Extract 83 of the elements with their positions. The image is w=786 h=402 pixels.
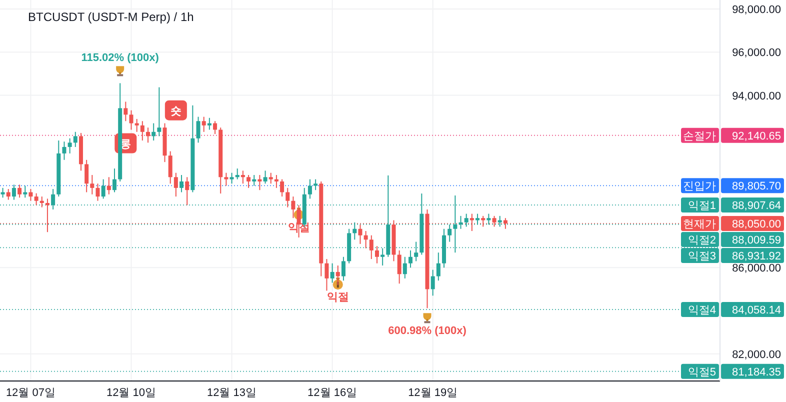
y-tick-label: 98,000.00 [732,4,781,16]
candlestick [230,172,234,184]
candlestick [185,176,190,206]
text: 익절5 81,184.35 [688,366,781,378]
candlestick [152,122,156,142]
candlestick [286,187,290,208]
candlestick [274,174,278,188]
candlestick [213,120,218,135]
candlestick [202,116,206,132]
candlestick [134,118,139,132]
candlestick [252,174,256,186]
text: 익절2 88,009.59 [688,234,781,246]
candlestick [330,262,334,284]
candlestick [28,188,33,202]
candlestick [73,131,78,148]
candlestick [246,174,251,188]
candlestick [314,178,318,191]
x-tick-label: 12월 10일 [106,387,156,399]
candlestick [268,172,273,184]
candlestick [207,117,212,130]
candlestick [174,172,178,198]
text: BTCUSDT (USDT-M Perp) / 1h [28,10,194,24]
candlestick [106,176,111,195]
candlestick [23,185,28,198]
candlestick [40,196,44,208]
candlestick [352,222,357,240]
y-tick-label: 96,000.00 [732,47,781,60]
annotation: 600.98% (100x) [388,325,467,338]
annotation: 115.02% (100x) [81,52,160,64]
candlestick [168,150,172,184]
candlestick [140,120,144,142]
y-tick-label: 82,000.00 [732,348,781,361]
candlestick [112,168,116,193]
candlestick [0,187,5,198]
text: 손절가 92,140.65 [683,130,781,142]
text: 익절4 84,058.14 [688,304,781,316]
candlestick [124,101,128,122]
candlestick [364,230,368,249]
candlestick [408,250,412,268]
candlestick [146,127,150,144]
candlestick [84,159,89,193]
text: 익절3 86,931.92 [688,250,781,262]
candlestick [196,116,200,144]
candlestick [263,170,268,184]
candlestick [62,141,66,160]
candlestick [430,269,435,296]
candlestick [291,196,296,219]
text: 익절1 88,907.64 [688,200,781,212]
candlestick [258,174,262,191]
candlestick [380,248,385,266]
y-tick-label: 86,000.00 [732,262,781,275]
candlestick [402,256,407,279]
candlestick [369,234,374,260]
candlestick [90,174,94,195]
candlestick [308,178,312,200]
candlestick [224,172,228,186]
x-tick-label: 12월 07일 [6,387,56,399]
candlestick [235,168,240,180]
candlestick [34,192,38,206]
text: 진입가 89,805.70 [683,180,781,193]
candlestick [280,178,284,198]
x-tick-label: 12월 19일 [408,387,458,399]
candlestick [18,184,22,198]
text: 현재가 88,050.00 [683,218,781,230]
candlestick [68,138,72,154]
candlestick [6,188,10,200]
candlestick [96,183,100,202]
x-tick-label: 12월 13일 [207,387,257,399]
candlestick [374,246,379,264]
candlestick [180,174,184,193]
candlestick [157,86,162,137]
candlestick [12,184,16,200]
candlestick [101,178,106,200]
candlestick [341,256,346,282]
candlestick [240,170,245,184]
candlestick [397,250,402,284]
candlestick [436,252,440,282]
candlestick [324,258,329,292]
annotation: 숏 [170,105,182,118]
x-tick-label: 12월 16일 [308,387,358,399]
y-tick-label: 94,000.00 [732,90,781,102]
annotation: 익절 [326,292,349,304]
candlestick [129,110,134,130]
